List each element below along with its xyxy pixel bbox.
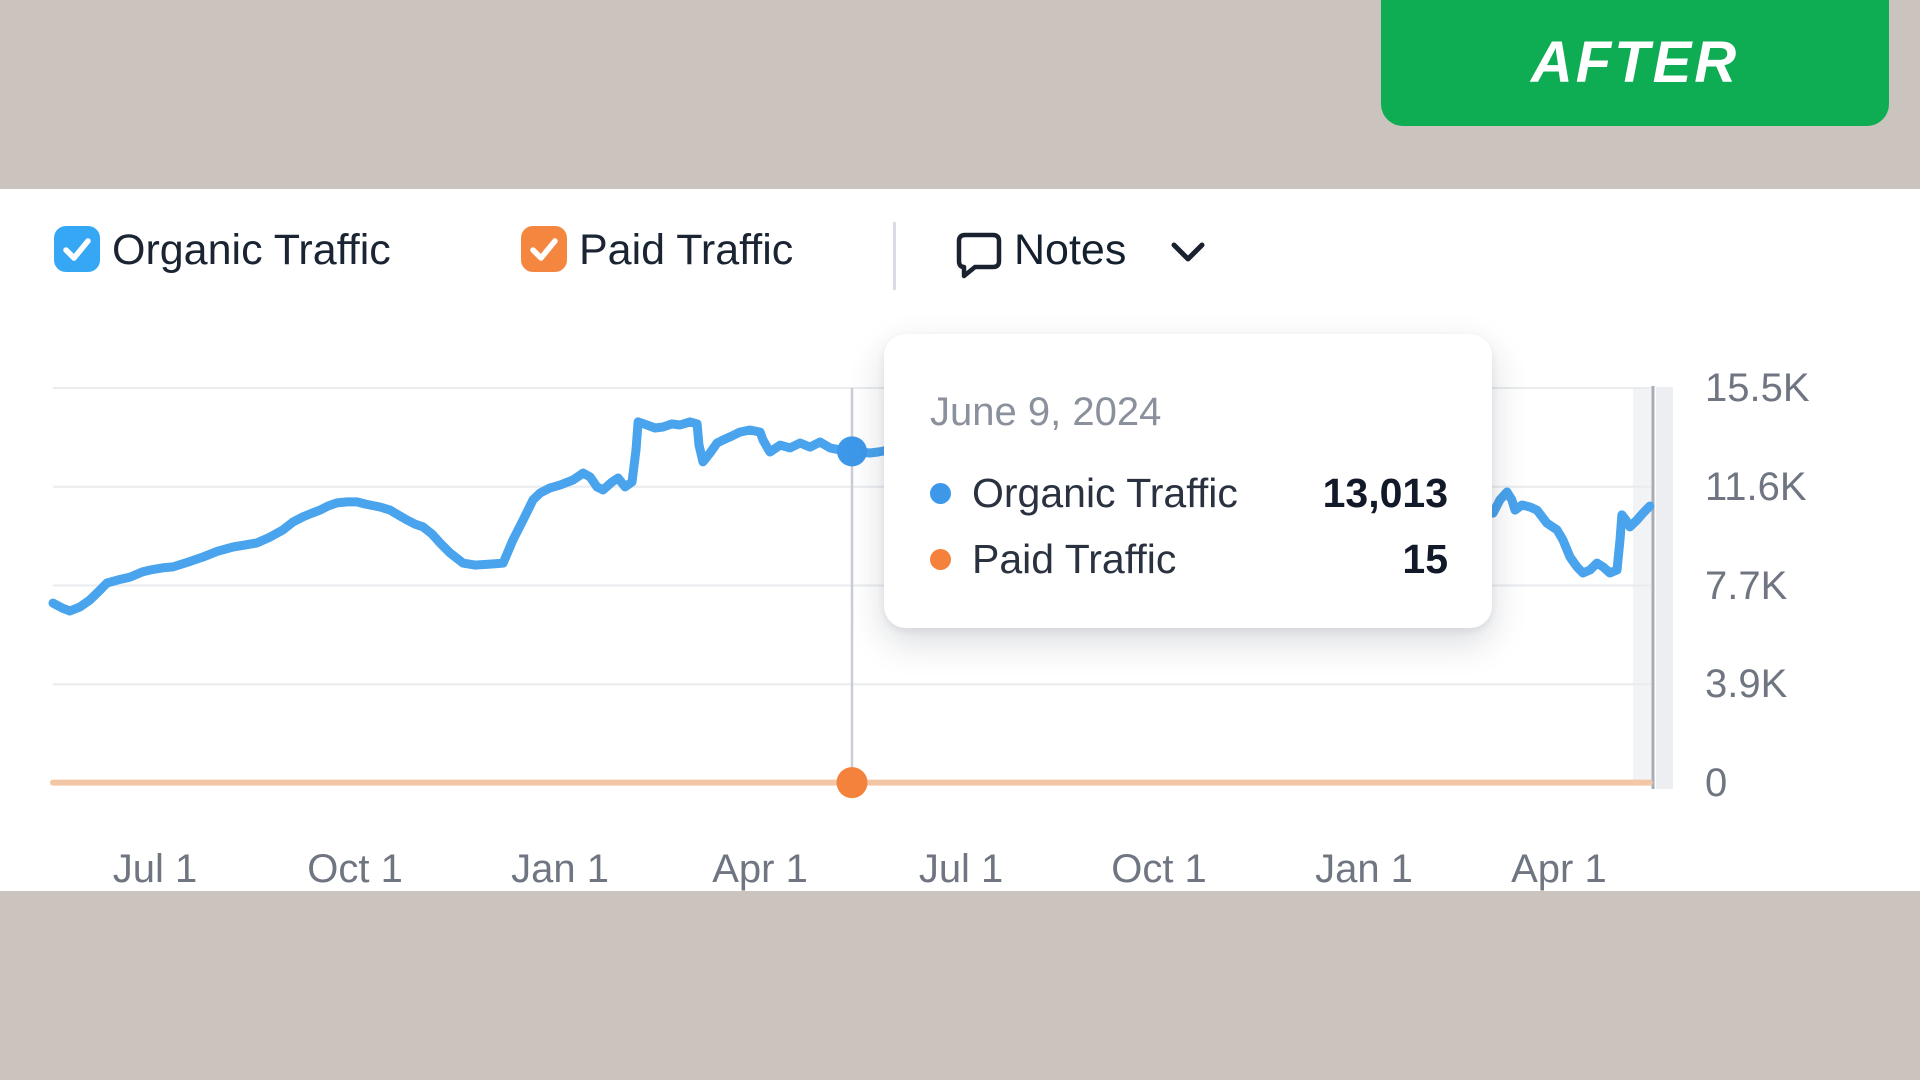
organic-series-dot-icon <box>930 482 951 504</box>
x-axis-tick-label: Apr 1 <box>712 847 808 891</box>
paid-traffic-checkbox[interactable] <box>521 226 567 272</box>
x-axis-tick-label: Oct 1 <box>1111 847 1207 891</box>
chevron-down-icon[interactable] <box>1170 240 1206 266</box>
chart-tooltip: June 9, 2024 Organic Traffic 13,013 Paid… <box>884 334 1492 628</box>
checkmark-icon <box>530 238 558 261</box>
right-gutter-stripe <box>1656 387 1673 789</box>
tooltip-paid-value: 15 <box>1402 535 1448 582</box>
y-axis-tick-label: 7.7K <box>1705 563 1788 608</box>
tooltip-date: June 9, 2024 <box>930 390 1162 434</box>
x-axis-tick-label: Jan 1 <box>1315 847 1413 891</box>
organic-traffic-legend-label[interactable]: Organic Traffic <box>112 226 391 274</box>
y-axis-tick-label: 15.5K <box>1705 366 1810 410</box>
y-axis-tick-label: 0 <box>1705 761 1728 805</box>
x-axis-tick-label: Jul 1 <box>918 847 1004 891</box>
tooltip-row-organic: Organic Traffic 13,013 <box>930 470 1448 516</box>
y-axis-tick-label: 11.6K <box>1705 464 1807 509</box>
tooltip-paid-label: Paid Traffic <box>972 535 1177 582</box>
organic-traffic-line <box>48 417 1655 616</box>
tooltip-organic-value: 13,013 <box>1322 469 1448 516</box>
paid-traffic-legend-label[interactable]: Paid Traffic <box>579 226 794 274</box>
paid-highlight-dot[interactable] <box>836 767 868 799</box>
tooltip-organic-label: Organic Traffic <box>972 469 1238 516</box>
bottom-background-band <box>0 891 1920 1080</box>
after-badge-label: AFTER <box>1530 30 1740 95</box>
x-axis-tick-label: Apr 1 <box>1511 847 1607 891</box>
after-badge: AFTER <box>1381 0 1889 126</box>
organic-traffic-checkbox[interactable] <box>54 226 100 272</box>
speech-bubble-icon[interactable] <box>953 228 1005 280</box>
notes-button[interactable]: Notes <box>1014 226 1127 274</box>
tooltip-row-paid: Paid Traffic 15 <box>930 536 1448 582</box>
checkmark-icon <box>63 238 91 261</box>
legend-divider <box>893 222 896 290</box>
x-axis-tick-label: Jan 1 <box>511 847 609 891</box>
x-axis-tick-label: Jul 1 <box>112 847 198 891</box>
y-axis-tick-label: 3.9K <box>1705 662 1788 707</box>
paid-series-dot-icon <box>930 548 951 570</box>
organic-highlight-dot[interactable] <box>837 436 868 467</box>
x-axis-tick-label: Oct 1 <box>307 847 403 891</box>
